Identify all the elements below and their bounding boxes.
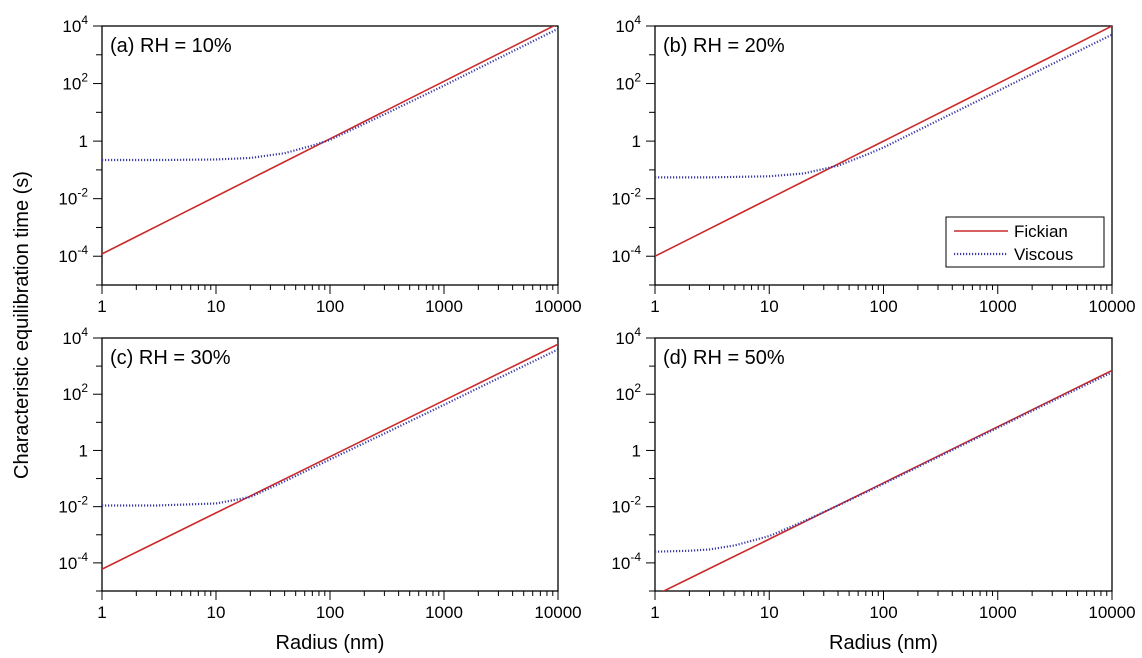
y-tick-label: 102 [62,381,88,404]
x-tick-label: 10 [760,603,779,622]
y-tick-label: 10-2 [58,186,88,209]
y-tick-label: 102 [615,381,641,404]
panel-frame [654,337,1113,592]
panel-label: (d) RH = 50% [663,347,785,369]
x-tick-label: 10000 [1088,297,1135,316]
viscous-legend-label: Viscous [1014,245,1073,264]
x-axis-title: Radius (nm) [829,632,938,654]
panel-label: (a) RH = 10% [110,35,232,57]
x-tick-label: 1000 [979,297,1017,316]
y-tick-label: 10-4 [611,243,641,266]
y-tick-label: 104 [62,13,88,36]
y-tick-label: 10-4 [58,550,88,573]
panel-frame [101,337,559,592]
x-tick-label: 1000 [425,297,463,316]
fickian-series-line [102,26,556,255]
y-tick-label: 102 [62,71,88,94]
y-tick-label: 102 [615,71,641,94]
panel-4: 1 10 100 1000 10000 10-4 10-2 1 102 104 (d) RH = 5… [611,325,1135,654]
x-tick-label: 100 [869,603,897,622]
y-tick-label: 104 [615,13,641,36]
x-tick-label: 100 [316,297,344,316]
y-tick-label: 104 [62,325,88,348]
y-tick-label: 10-4 [611,550,641,573]
legend-box [945,216,1105,268]
viscous-series-line [102,27,558,162]
x-tick-label: 10000 [534,297,581,316]
legend: Fickian Viscous [945,216,1105,268]
y-tick-label: 10-2 [58,494,88,517]
fickian-legend-label: Fickian [1014,222,1068,241]
x-tick-label: 10000 [534,603,581,622]
plot-area [102,343,558,570]
y-tick-label: 10-4 [58,243,88,266]
x-tick-label: 1000 [425,603,463,622]
y-axis-title: Characteristic equilibration time (s) [11,171,33,479]
panel-label: (c) RH = 30% [110,347,231,369]
fickian-series-line [655,26,1112,257]
x-tick-label: 10 [207,603,226,622]
x-tick-label: 1 [650,297,659,316]
x-tick-label: 1 [97,297,106,316]
panel-frame [101,25,559,286]
panel-3: 1 10 100 1000 10000 10-4 10-2 1 102 104 (c) RH = 3… [58,325,581,654]
plot-area [655,369,1112,591]
x-tick-label: 1 [97,603,106,622]
x-tick-label: 10000 [1088,603,1135,622]
x-axis-title: Radius (nm) [276,632,385,654]
viscous-series-line [655,33,1112,179]
fickian-series-line [102,343,558,570]
plot-area [655,26,1112,257]
viscous-series-line [102,348,558,507]
y-tick-label: 1 [632,132,641,151]
x-tick-label: 100 [869,297,897,316]
x-tick-label: 1000 [979,603,1017,622]
y-tick-label: 1 [632,441,641,460]
y-tick-label: 104 [615,325,641,348]
viscous-series-line [655,371,1112,553]
x-tick-label: 10 [760,297,779,316]
y-tick-label: 1 [79,441,88,460]
x-tick-label: 100 [316,603,344,622]
x-tick-label: 1 [650,603,659,622]
y-tick-label: 10-2 [611,186,641,209]
x-tick-label: 10 [207,297,226,316]
plot-area [102,26,558,255]
y-tick-label: 10-2 [611,494,641,517]
panel-1: 1 10 100 1000 10000 10-4 10-2 1 102 104 (a) RH = 1… [58,13,581,316]
panel-label: (b) RH = 20% [663,35,785,57]
panel-2: 1 10 100 1000 10000 10-4 10-2 1 102 104 (b) RH = 2… [611,13,1135,316]
y-tick-label: 1 [79,132,88,151]
